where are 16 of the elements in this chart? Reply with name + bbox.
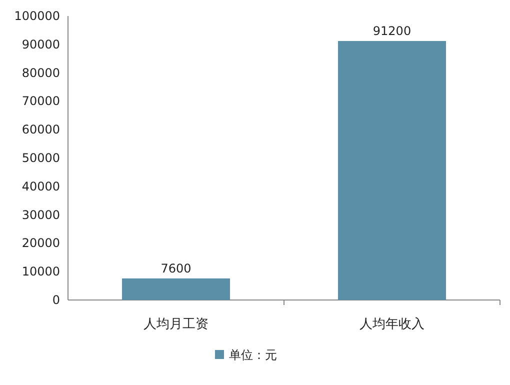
- y-tick-label: 0: [52, 293, 60, 307]
- data-label: 7600: [160, 261, 192, 276]
- y-tick-label: 20000: [22, 236, 60, 250]
- legend-label: 单位：元: [229, 348, 277, 362]
- y-tick-label: 10000: [22, 264, 60, 279]
- y-tick-label: 90000: [22, 37, 60, 52]
- x-tick-label: 人均年收入: [360, 317, 424, 332]
- y-tick-label: 60000: [22, 122, 60, 137]
- data-label: 91200: [372, 24, 412, 38]
- y-tick-label: 40000: [22, 179, 60, 194]
- y-tick-label: 70000: [22, 94, 60, 108]
- x-tick-label: 人均月工资: [144, 317, 208, 332]
- y-tick-label: 80000: [22, 66, 60, 80]
- y-tick-label: 50000: [22, 151, 60, 165]
- y-tick-label: 30000: [22, 208, 60, 222]
- y-tick-label: 100000: [14, 9, 60, 23]
